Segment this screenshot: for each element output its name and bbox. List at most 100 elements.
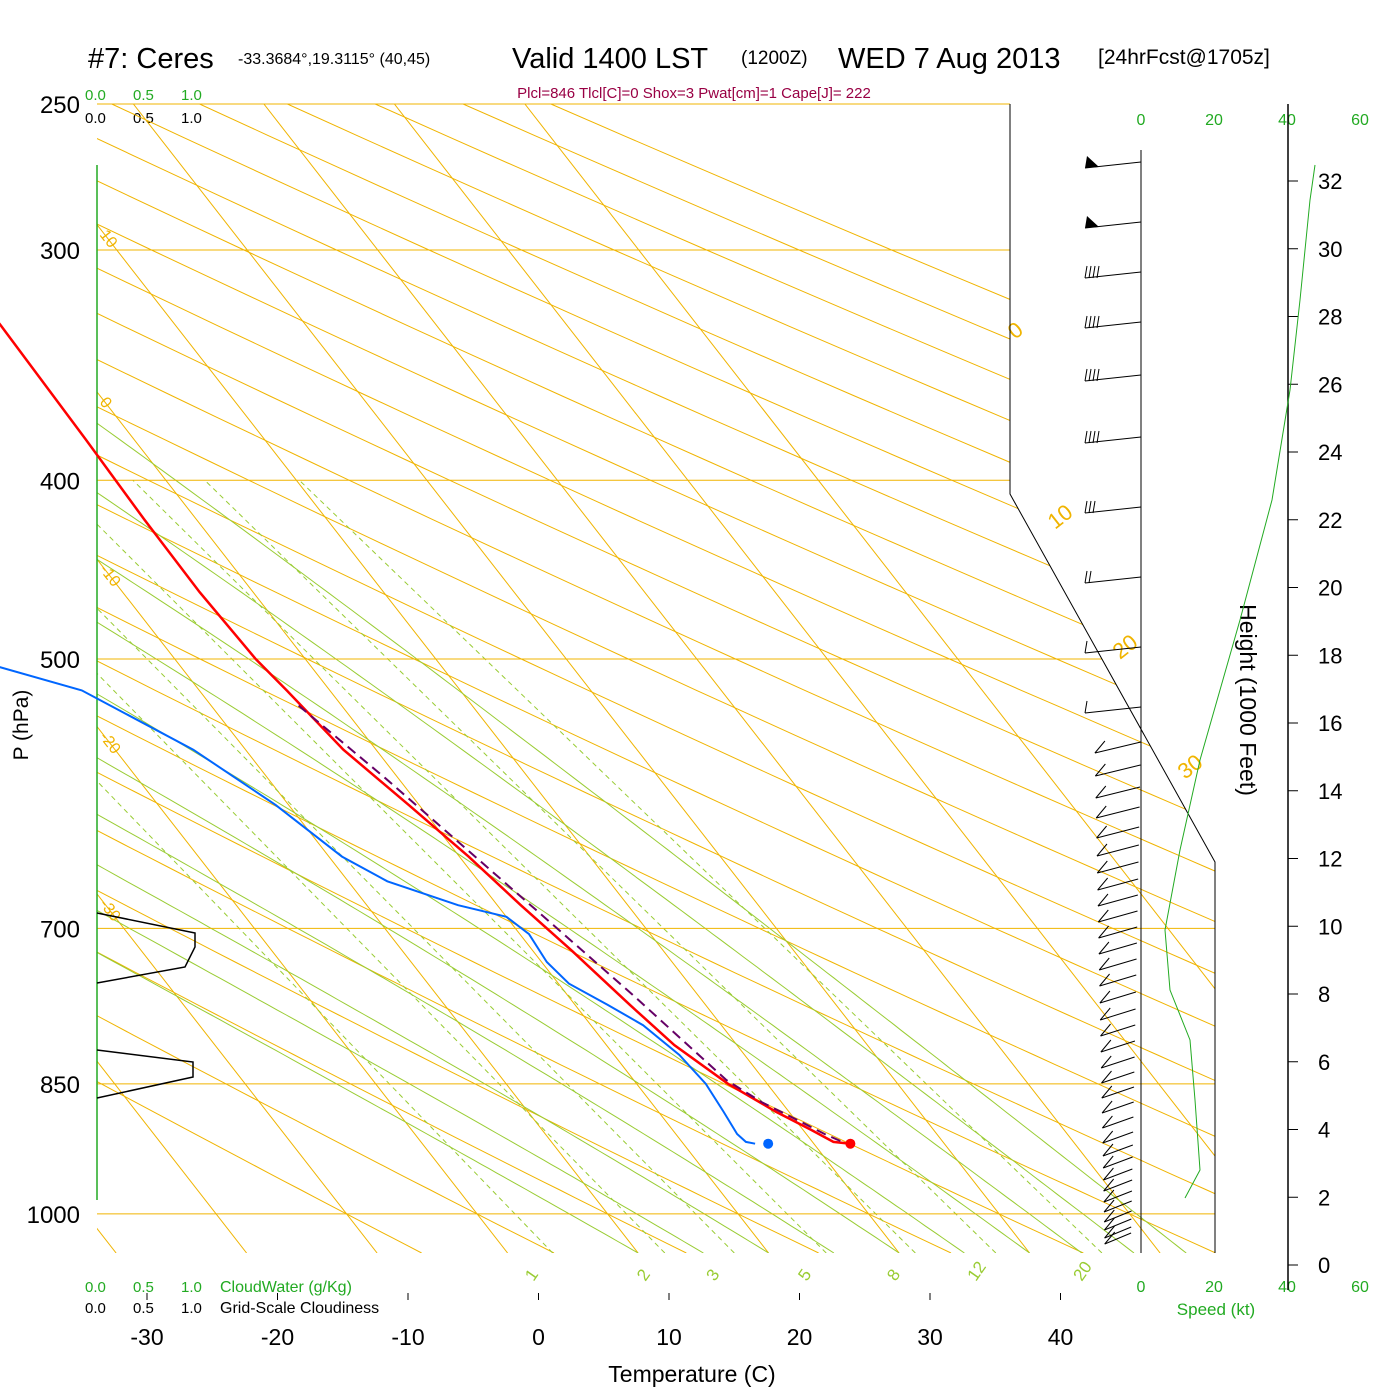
wind-barb-feather <box>1084 700 1088 714</box>
dry-adiabat-line <box>97 104 1215 1253</box>
forecast-label: [24hrFcst@1705z] <box>1098 46 1270 69</box>
wind-barb-staff <box>1084 374 1142 382</box>
mixing-ratio-label: 2 <box>633 1266 654 1285</box>
plot-frame-right <box>1009 104 1216 1253</box>
dry-adiabat-line <box>97 104 1215 1253</box>
station-coords: -33.3684°,19.3115° (40,45) <box>238 51 430 68</box>
dry-adiabat-line <box>97 104 1215 1253</box>
height-tick-label: 32 <box>1318 169 1342 194</box>
mixing-ratio-label: 3 <box>702 1266 723 1285</box>
cloudwater-bottom-tick: 0.5 <box>133 1279 154 1296</box>
wind-barb-feather <box>1100 1039 1112 1053</box>
temperature-tick-label: 20 <box>787 1324 813 1350</box>
wind-barb-feather <box>1084 368 1088 382</box>
mixing-ratio-line <box>97 479 827 1253</box>
wind-barb <box>1104 1225 1132 1239</box>
cloudwater-label: CloudWater (g/Kg) <box>220 1279 352 1296</box>
wind-barb-feather <box>1096 368 1100 382</box>
wind-barb-feather <box>1100 1023 1111 1037</box>
height-tick-label: 22 <box>1318 508 1342 533</box>
cloudwater-top-tick: 0.5 <box>133 87 154 104</box>
moist-adiabat-line <box>97 104 704 1253</box>
wind-barb <box>1095 785 1141 799</box>
wind-barb-feather <box>1095 785 1107 799</box>
dry-adiabat-line <box>97 104 1215 1253</box>
height-tick-label: 26 <box>1318 372 1342 397</box>
wind-barb <box>1096 843 1139 857</box>
wind-barb-staff <box>1100 1040 1136 1053</box>
wind-barb <box>1094 740 1142 754</box>
cloudiness-profile <box>96 912 196 984</box>
wind-barb-staff <box>1084 646 1142 654</box>
moist-adiabat-line <box>97 104 1187 1253</box>
wind-barb-staff <box>1084 271 1142 279</box>
station-title: #7: Ceres <box>88 43 214 75</box>
wind-barb-staff <box>1102 1116 1134 1129</box>
speed-bottom-tick: 20 <box>1205 1279 1223 1296</box>
wind-barb-staff <box>1098 910 1138 923</box>
wind-barb-feather <box>1101 1085 1113 1099</box>
wind-barb <box>1096 825 1140 839</box>
isotherm-label: 20 <box>1108 629 1143 664</box>
wind-barb-staff <box>1101 1101 1134 1114</box>
dry-adiabat-line <box>97 104 952 1253</box>
wind-barb <box>1096 860 1139 874</box>
y-axis-title: P (hPa) <box>10 690 33 761</box>
height-tick-label: 14 <box>1318 779 1342 804</box>
mixing-ratio-line <box>204 479 997 1253</box>
wind-barb <box>1099 1007 1136 1021</box>
wind-barb-feather <box>1102 1155 1114 1169</box>
wind-barb-staff <box>1084 576 1142 584</box>
moist-adiabat-line <box>97 104 1030 1253</box>
x-axis-title: Temperature (C) <box>608 1361 775 1387</box>
wind-barb-staff <box>1101 1071 1135 1084</box>
height-tick-label: 6 <box>1318 1050 1330 1075</box>
dry-adiabat-line <box>97 104 1215 1253</box>
height-tick-label: 24 <box>1318 440 1342 465</box>
cloudwater-top-tick: 0.0 <box>85 87 106 104</box>
pressure-tick-label: 250 <box>40 92 80 119</box>
wind-barb-staff <box>1099 991 1137 1004</box>
wind-barb-feather <box>1102 1143 1114 1157</box>
moist-adiabat-line <box>97 104 639 1253</box>
wind-barb <box>1084 216 1142 229</box>
dry-adiabat-line <box>97 104 1215 1253</box>
isotherm-label: 30 <box>1173 749 1208 784</box>
wind-barb-pennant <box>1085 216 1099 228</box>
wind-barb-staff <box>1101 1086 1135 1099</box>
wind-barb <box>1084 700 1142 714</box>
cloudiness-profile <box>96 1049 194 1099</box>
dry-adiabat-line <box>97 104 1215 1253</box>
isotherm-line <box>97 104 508 1253</box>
mixing-ratio-line <box>299 479 1103 1253</box>
temperature-tick-label: 30 <box>917 1324 943 1350</box>
wind-barb-feather <box>1102 1130 1114 1144</box>
wind-barb <box>1094 763 1141 777</box>
wind-barb-feather <box>1101 1070 1112 1084</box>
wind-barb-staff <box>1101 1056 1135 1069</box>
wind-barb-staff <box>1084 506 1142 514</box>
mixing-ratio-line <box>132 479 916 1253</box>
moist-adiabat-line <box>97 104 965 1253</box>
temperature-tick-label: 40 <box>1048 1324 1074 1350</box>
wind-barb-feather <box>1097 893 1109 907</box>
isotherm-line <box>263 104 1161 1253</box>
height-tick-label: 30 <box>1318 237 1342 262</box>
pressure-tick-label: 700 <box>40 916 80 943</box>
speed-bottom-tick: 60 <box>1351 1279 1369 1296</box>
speed-top-tick: 40 <box>1278 112 1296 129</box>
wind-barb-staff <box>1104 1232 1132 1245</box>
cloudiness-top-tick: 1.0 <box>181 110 202 127</box>
wind-barb-feather <box>1098 925 1109 939</box>
wind-barb-feather <box>1098 941 1110 955</box>
wind-barb <box>1104 1217 1132 1231</box>
dry-adiabat-line <box>128 104 1215 1253</box>
dry-adiabat-line <box>97 104 1215 1253</box>
isotherm-line <box>97 104 639 1253</box>
pressure-tick-label: 850 <box>40 1072 80 1099</box>
height-tick-label: 4 <box>1318 1118 1330 1143</box>
pressure-tick-label: 1000 <box>27 1202 80 1229</box>
isotherm-label: 0 <box>96 394 115 412</box>
wind-barb-feather <box>1103 1199 1115 1213</box>
temperature-tick-label: -10 <box>391 1324 424 1350</box>
